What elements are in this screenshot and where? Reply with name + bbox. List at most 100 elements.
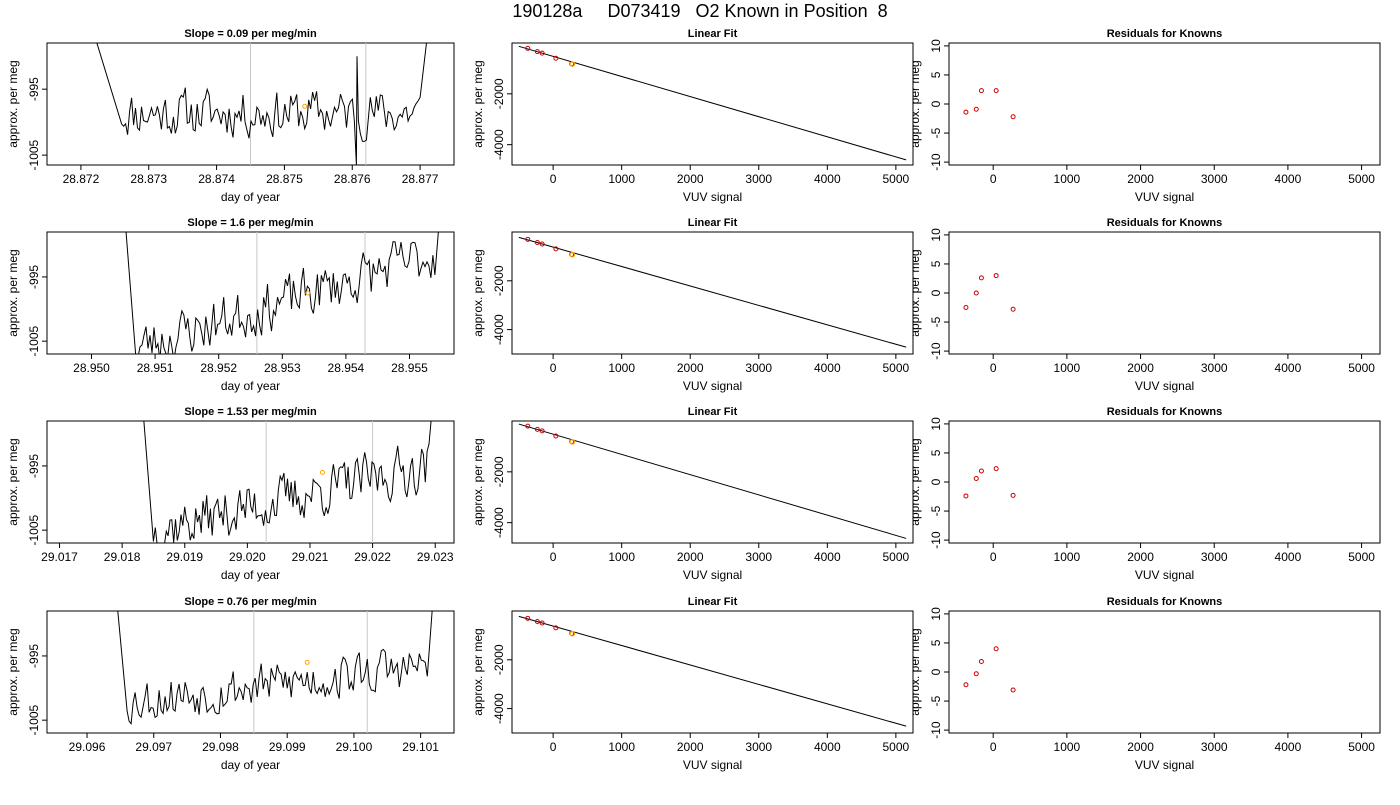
x-tick-label: 1000 bbox=[1054, 172, 1081, 186]
x-tick-label: 1000 bbox=[608, 361, 635, 375]
x-tick-label: 29.101 bbox=[402, 740, 439, 754]
x-tick-label: 0 bbox=[990, 550, 997, 564]
residual-point bbox=[978, 88, 984, 94]
residual-point bbox=[1010, 492, 1016, 498]
y-axis-label: approx. per meg bbox=[471, 60, 485, 147]
plot-frame bbox=[948, 42, 1381, 166]
x-tick-label: 3000 bbox=[1201, 172, 1228, 186]
x-tick-label: 0 bbox=[990, 740, 997, 754]
y-tick-label: -10 bbox=[929, 342, 943, 360]
y-tick-label: -4000 bbox=[492, 129, 506, 160]
known-point bbox=[539, 620, 545, 626]
x-tick-label: 3000 bbox=[1201, 550, 1228, 564]
panel-title: Slope = 0.09 per meg/min bbox=[184, 28, 317, 40]
x-tick-label: 4000 bbox=[1275, 550, 1302, 564]
plot-frame bbox=[948, 420, 1381, 544]
fit-line bbox=[518, 615, 907, 727]
y-tick-label: -5 bbox=[929, 695, 943, 706]
highlight-point bbox=[320, 469, 326, 475]
x-tick-label: 1000 bbox=[608, 550, 635, 564]
y-tick-label: 10 bbox=[929, 417, 943, 431]
y-axis-label: approx. per meg bbox=[6, 438, 20, 525]
x-tick-label: 4000 bbox=[814, 550, 841, 564]
x-tick-label: 1000 bbox=[1054, 740, 1081, 754]
plot-area bbox=[117, 611, 433, 733]
x-tick-label: 29.020 bbox=[229, 550, 266, 564]
panel-time-series-row-2: Slope = 1.6 per meg/min 28.950 28.951 28.95… bbox=[6, 217, 455, 393]
x-tick-label: 29.018 bbox=[104, 550, 141, 564]
x-tick-label: 2000 bbox=[1127, 550, 1154, 564]
x-tick-label: 28.950 bbox=[73, 361, 110, 375]
highlight-point bbox=[569, 439, 576, 445]
x-axis-label: day of year bbox=[221, 568, 280, 582]
panel-linear-fit-row-4: Linear Fit 0 1000 2000 3000 4000 5000 -4000 -200… bbox=[471, 596, 914, 772]
y-tick-label: -4000 bbox=[492, 693, 506, 724]
y-tick-label: 10 bbox=[929, 607, 943, 621]
residual-point bbox=[963, 493, 969, 499]
panel-time-series-row-4: Slope = 0.76 per meg/min 29.096 29.097 29.0… bbox=[6, 596, 455, 772]
panel-time-series-row-1: Slope = 0.09 per meg/min 28.872 28.873 28.8… bbox=[6, 28, 455, 204]
known-point bbox=[553, 55, 559, 61]
x-tick-label: 5000 bbox=[883, 550, 910, 564]
x-tick-label: 5000 bbox=[883, 740, 910, 754]
x-tick-label: 28.877 bbox=[402, 172, 439, 186]
y-tick-label: -10 bbox=[929, 153, 943, 171]
y-tick-label: 0 bbox=[929, 289, 943, 296]
x-tick-label: 0 bbox=[550, 740, 557, 754]
plot-area bbox=[518, 45, 907, 161]
fit-line bbox=[518, 236, 907, 348]
known-point bbox=[534, 426, 540, 432]
panel-residuals-row-1: Residuals for Knowns 0 1000 2000 3000 4000 500… bbox=[908, 28, 1381, 204]
residual-point bbox=[973, 106, 979, 112]
known-point bbox=[534, 49, 540, 55]
residual-point bbox=[963, 305, 969, 311]
plot-area bbox=[518, 615, 907, 727]
x-tick-label: 3000 bbox=[1201, 361, 1228, 375]
data-trace bbox=[96, 43, 427, 165]
x-tick-label: 3000 bbox=[1201, 740, 1228, 754]
x-tick-label: 2000 bbox=[677, 361, 704, 375]
y-tick-label: 10 bbox=[929, 228, 943, 242]
fit-line bbox=[518, 423, 907, 539]
x-tick-label: 4000 bbox=[1275, 361, 1302, 375]
residual-point bbox=[978, 468, 984, 474]
residual-point bbox=[993, 88, 999, 94]
plot-area bbox=[963, 273, 1016, 312]
x-tick-label: 2000 bbox=[1127, 172, 1154, 186]
plot-frame bbox=[511, 610, 914, 734]
x-axis-label: VUV signal bbox=[683, 190, 742, 204]
x-tick-label: 5000 bbox=[1348, 361, 1375, 375]
known-point bbox=[539, 428, 545, 434]
residual-point bbox=[1010, 114, 1016, 120]
y-axis-label: approx. per meg bbox=[908, 438, 922, 525]
x-tick-label: 3000 bbox=[745, 172, 772, 186]
x-tick-label: 4000 bbox=[1275, 740, 1302, 754]
highlight-point bbox=[304, 659, 310, 665]
panel-title: Linear Fit bbox=[688, 406, 738, 418]
y-tick-label: -1005 bbox=[27, 139, 41, 170]
y-axis-label: approx. per meg bbox=[471, 438, 485, 525]
x-axis-label: VUV signal bbox=[1135, 568, 1194, 582]
plot-frame bbox=[511, 42, 914, 166]
y-tick-label: -10 bbox=[929, 721, 943, 739]
y-tick-label: -1005 bbox=[27, 704, 41, 735]
y-tick-label: -2000 bbox=[492, 78, 506, 109]
x-tick-label: 5000 bbox=[883, 172, 910, 186]
x-tick-label: 28.876 bbox=[334, 172, 371, 186]
plot-area bbox=[518, 423, 907, 539]
residual-point bbox=[993, 646, 999, 652]
panel-time-series-row-3: Slope = 1.53 per meg/min 29.017 29.018 29.0… bbox=[6, 406, 455, 582]
residual-point bbox=[973, 290, 979, 296]
panel-residuals-row-4: Residuals for Knowns 0 1000 2000 3000 4000 500… bbox=[908, 596, 1381, 772]
known-point bbox=[525, 45, 531, 51]
panel-residuals-row-3: Residuals for Knowns 0 1000 2000 3000 4000 500… bbox=[908, 406, 1381, 582]
data-trace bbox=[125, 232, 439, 354]
x-tick-label: 29.100 bbox=[336, 740, 373, 754]
x-tick-label: 4000 bbox=[1275, 172, 1302, 186]
y-tick-label: -2000 bbox=[492, 644, 506, 675]
y-tick-label: -5 bbox=[929, 505, 943, 516]
x-tick-label: 5000 bbox=[1348, 740, 1375, 754]
y-axis-label: approx. per meg bbox=[908, 249, 922, 336]
panel-linear-fit-row-1: Linear Fit 0 1000 2000 3000 4000 5000 -4000 -200… bbox=[471, 28, 914, 204]
